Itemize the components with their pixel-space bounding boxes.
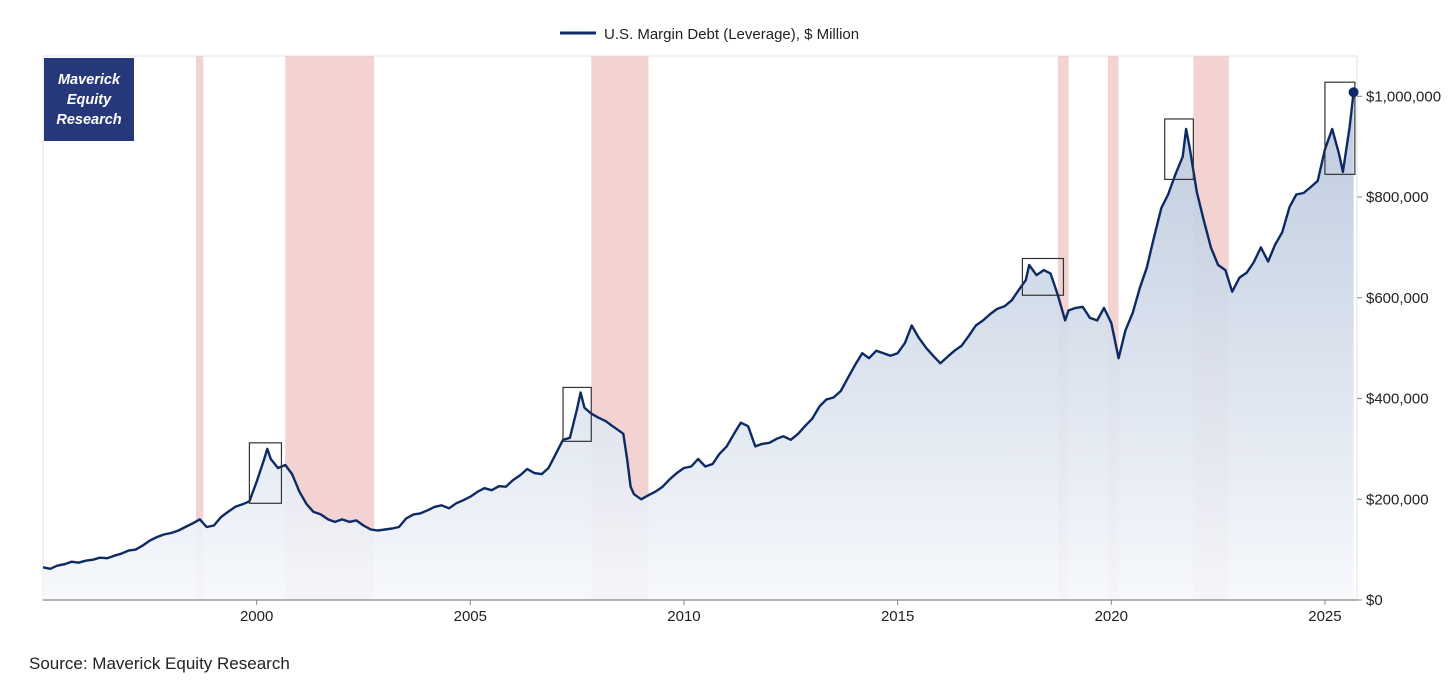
y-tick-label-0: $0 — [1366, 592, 1383, 609]
recession-band-1 — [195, 56, 204, 600]
x-tick-label-2000: 2000 — [240, 608, 273, 625]
y-tick-label-400000: $400,000 — [1366, 391, 1429, 408]
x-tick-label-2010: 2010 — [667, 608, 700, 625]
x-tick-label-2015: 2015 — [881, 608, 914, 625]
y-tick-label-1000000: $1,000,000 — [1366, 88, 1441, 105]
peak-box-4 — [1164, 118, 1194, 181]
x-tick-label-2025: 2025 — [1308, 608, 1341, 625]
x-tick-label-2005: 2005 — [454, 608, 487, 625]
logo-line-2: Equity — [67, 92, 112, 108]
logo-line-1: Maverick — [58, 72, 121, 88]
y-tick-label-200000: $200,000 — [1366, 491, 1429, 508]
peak-box-1 — [248, 442, 283, 504]
y-tick-label-600000: $600,000 — [1366, 290, 1429, 307]
legend-entry-margin-debt: U.S. Margin Debt (Leverage), $ Million — [604, 26, 859, 43]
source-note: Source: Maverick Equity Research — [29, 654, 290, 673]
latest-value-marker — [1348, 87, 1359, 98]
y-tick-label-800000: $800,000 — [1366, 189, 1429, 206]
maverick-logo: Maverick Equity Research — [44, 58, 134, 141]
series-area — [43, 92, 1354, 601]
x-tick-label-2020: 2020 — [1095, 608, 1128, 625]
peak-box-2 — [562, 386, 592, 442]
series-line-margin-debt — [42, 92, 1355, 570]
peak-box-5 — [1324, 81, 1356, 175]
logo-line-3: Research — [56, 112, 121, 128]
legend: U.S. Margin Debt (Leverage), $ Million — [560, 26, 859, 43]
x-axis-ticks: 2000 2005 2010 2015 2020 2025 — [240, 600, 1342, 625]
peak-highlight-boxes — [248, 81, 1356, 504]
y-axis-ticks: $0 $200,000 $400,000 $600,000 $800,000 $1,000… — [1357, 88, 1441, 609]
peak-box-3 — [1021, 257, 1065, 296]
logo-box — [44, 58, 134, 141]
